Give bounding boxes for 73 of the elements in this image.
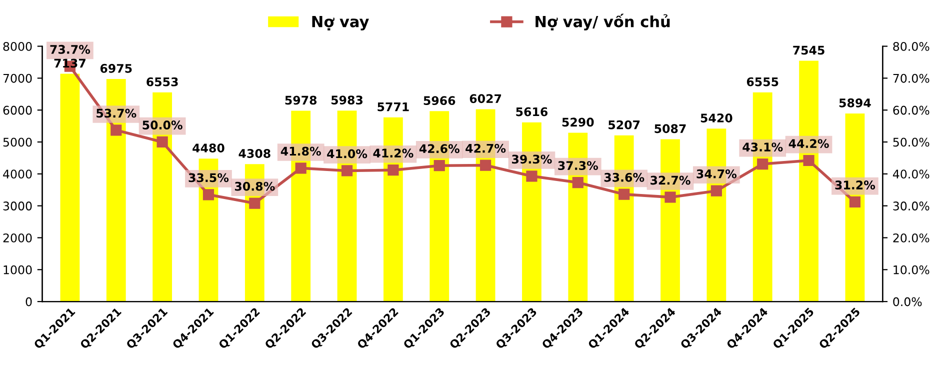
y-tick-label: 7000 [3,74,32,83]
point [480,160,492,171]
data-label: 33.6% [604,172,644,182]
point [110,124,122,136]
y-tick-label: 4000 [3,170,32,179]
point [710,185,722,196]
data-label: 42.6% [419,144,460,154]
data-label: 5983 [332,96,363,104]
data-label: 5966 [424,96,456,106]
point [156,136,168,148]
y-tick-label: 3000 [3,202,32,210]
y-tick-label: 5000 [3,138,32,147]
data-label: 5894 [839,98,871,108]
data-label: 39.3% [512,154,552,164]
data-label: 41.8% [280,146,321,156]
data-label: 33.5% [188,173,229,182]
data-label: 41.0% [327,149,368,158]
point [434,160,445,172]
data-label: 32.7% [650,176,690,185]
data-label: 5420 [700,114,732,122]
y2-tick-label: 80.0% [893,42,930,51]
y-tick-label: 0 [26,297,32,306]
y2-tick-label: 60.0% [893,106,930,115]
point [388,164,399,176]
data-label: 53.7% [96,108,136,118]
bar [60,74,80,302]
data-label: 42.7% [466,144,506,153]
y-tick-label: 8000 [3,42,32,51]
y2-tick-label: 40.0% [892,170,930,179]
data-label: 4480 [192,144,224,152]
point [341,165,353,176]
data-label: 6975 [100,64,132,73]
y-tick-label: 6000 [3,106,32,115]
point [803,154,814,166]
data-label: 6555 [746,77,778,86]
data-label: 5207 [608,120,640,130]
point [849,196,861,208]
data-label: 7545 [793,46,824,55]
point [295,162,306,174]
point [572,176,584,188]
point [757,158,768,170]
legend-label: Nợ vay [312,16,369,30]
y2-tick-label: 70.0% [893,74,930,83]
data-label: 5616 [516,107,548,116]
data-label: 5087 [654,124,686,134]
data-label: 41.2% [373,148,414,158]
data-label: 4308 [238,149,270,158]
point [664,192,676,203]
y2-tick-label: 0.0% [893,297,922,306]
y-tick-label: 1000 [4,265,32,274]
data-label: 50.0% [142,120,182,130]
data-label: 6027 [470,94,502,104]
y2-tick-label: 20.0% [893,233,930,242]
data-label: 31.2% [835,180,876,190]
data-label: 37.3% [558,161,598,170]
y2-tick-label: 10.0% [894,265,930,274]
data-label: 5290 [562,118,594,127]
y2-tick-label: 50.0% [893,138,930,147]
point [202,189,214,200]
data-label: 6553 [146,77,178,86]
data-label: 30.8% [234,182,275,191]
y-tick-label: 2000 [3,233,32,242]
point [618,188,630,200]
legend-label: Nợ vay/ vốn chủ [536,14,670,30]
data-label: 34.7% [696,169,737,178]
data-label: 73.7% [50,44,90,54]
point [249,198,260,209]
point [526,170,538,182]
data-label: 43.1% [742,142,783,152]
data-label: 5978 [285,96,317,105]
data-label: 5771 [378,102,409,112]
data-label: 44.2% [788,139,829,148]
y2-tick-label: 30.0% [893,202,930,210]
